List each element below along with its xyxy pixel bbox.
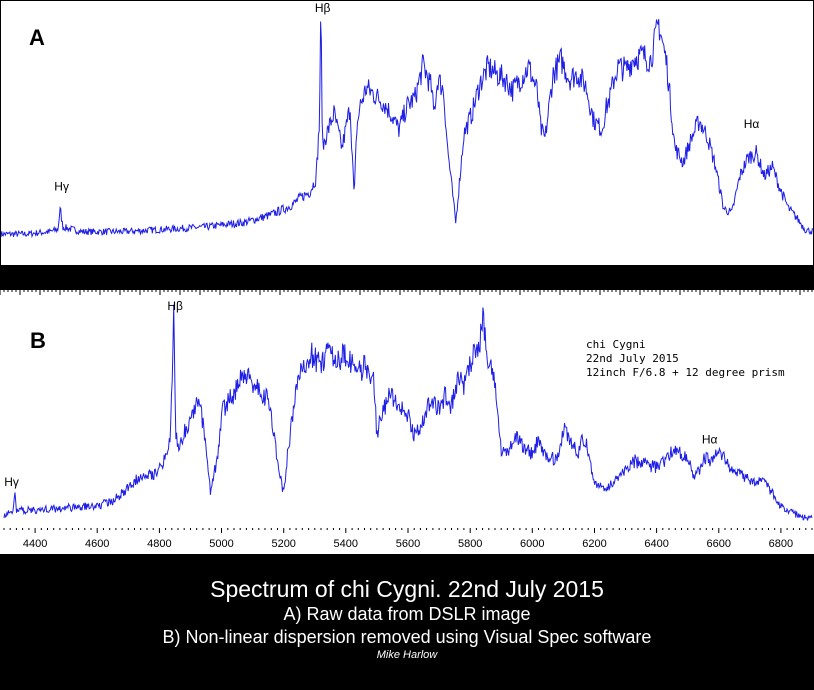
legend-text-line: 22nd July 2015 — [586, 352, 679, 365]
x-tick-label: 6000 — [520, 538, 544, 550]
spectrum-line-a — [1, 19, 813, 239]
author-credit: Mike Harlow — [376, 649, 438, 661]
x-tick-label: 5200 — [271, 538, 295, 550]
line-annotation: Hα — [744, 117, 760, 131]
x-tick-label: 5800 — [458, 538, 482, 550]
panel-label: B — [30, 328, 46, 353]
x-tick-label: 4400 — [23, 538, 47, 550]
x-tick-label: 5000 — [209, 538, 233, 550]
line-annotation: Hγ — [4, 475, 19, 489]
x-tick-label: 6200 — [582, 538, 606, 550]
spectrum-chart-b: B Hγ Hβ Hα 4400 4600 4800 5000 5200 5400 5600 5800 6… — [0, 290, 814, 554]
x-tick-label: 6400 — [644, 538, 668, 550]
line-annotation: Hβ — [315, 1, 331, 15]
spectrum-line-b — [3, 304, 813, 521]
line-annotation: Hγ — [54, 180, 69, 194]
x-tick-label: 5400 — [334, 538, 358, 550]
spectrum-plot-a: A Hγ Hβ Hα — [1, 1, 813, 239]
x-tick-label: 6800 — [769, 538, 793, 550]
spectrum-chart-a: A Hγ Hβ Hα — [1, 1, 813, 265]
spectrum-plot-b: B Hγ Hβ Hα 4400 4600 4800 5000 5200 5400 5600 5800 6… — [0, 290, 813, 550]
line-annotation: Hβ — [167, 299, 183, 313]
x-tick-label: 4600 — [85, 538, 109, 550]
caption-line-a: A) Raw data from DSLR image — [283, 604, 531, 624]
line-annotation: Hα — [702, 433, 718, 447]
x-tick-label: 5600 — [396, 538, 420, 550]
caption-line-b: B) Non-linear dispersion removed using V… — [162, 627, 652, 647]
legend-text-line: chi Cygni — [586, 338, 646, 351]
panel-label: A — [29, 25, 45, 50]
legend-text-line: 12inch F/6.8 + 12 degree prism — [586, 366, 785, 379]
x-tick-label: 6600 — [707, 538, 731, 550]
figure-title: Spectrum of chi Cygni. 22nd July 2015 — [210, 576, 604, 602]
x-tick-label: 4800 — [147, 538, 171, 550]
